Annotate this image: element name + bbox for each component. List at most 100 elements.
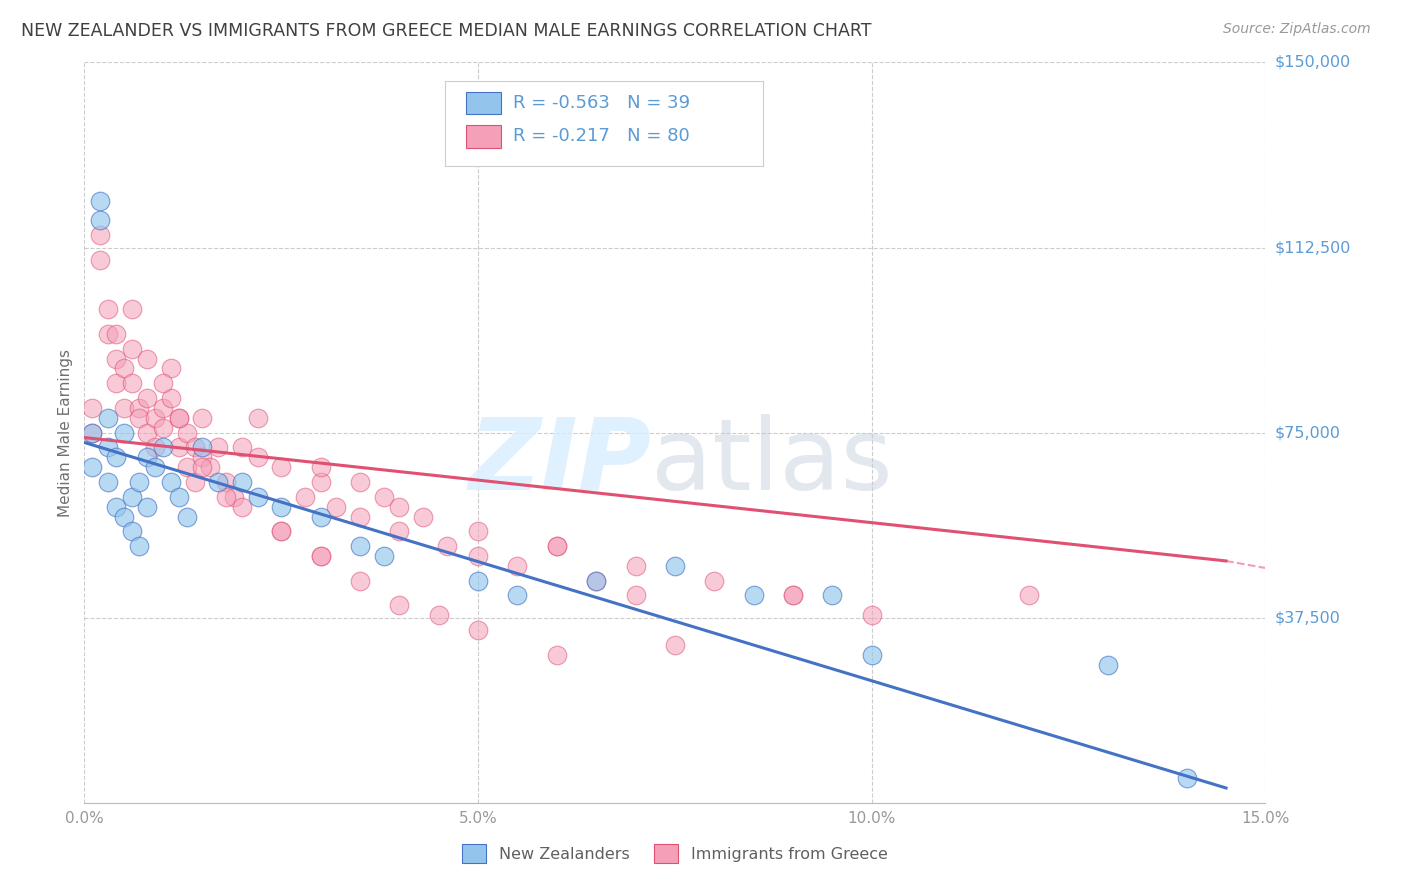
Point (82, 425, 104, 440)
Point (89, 194, 111, 208)
Point (664, 558, 686, 573)
Point (104, 351, 127, 366)
Point (270, 460, 292, 475)
Point (191, 441, 214, 455)
Point (121, 490, 143, 504)
Point (207, 441, 229, 455)
Point (231, 500, 253, 514)
Point (349, 509, 371, 524)
Point (104, 376, 127, 391)
FancyBboxPatch shape (444, 81, 763, 166)
Point (860, 648, 883, 662)
Point (270, 524, 292, 539)
Point (412, 509, 434, 524)
Point (128, 475, 150, 489)
Point (160, 361, 183, 376)
Point (128, 539, 150, 553)
Point (624, 558, 647, 573)
Point (112, 401, 135, 415)
Point (143, 460, 166, 475)
Point (246, 490, 269, 504)
Point (152, 376, 174, 391)
Point (136, 450, 159, 465)
Point (82, 460, 104, 475)
Point (104, 450, 127, 465)
Point (121, 376, 143, 391)
Point (294, 490, 316, 504)
Point (152, 441, 174, 455)
Point (373, 490, 395, 504)
Point (136, 500, 159, 514)
Point (585, 574, 607, 588)
Point (231, 475, 253, 489)
Point (121, 342, 143, 356)
Text: $37,500: $37,500 (1275, 610, 1341, 625)
Point (546, 539, 568, 553)
Point (215, 475, 238, 489)
Point (222, 490, 245, 504)
Point (104, 500, 127, 514)
Point (325, 500, 347, 514)
Point (349, 574, 371, 588)
Point (782, 589, 804, 603)
Point (82, 425, 104, 440)
Point (373, 549, 395, 563)
Point (89, 228, 111, 243)
Text: $75,000: $75,000 (1275, 425, 1341, 440)
Point (703, 574, 725, 588)
Point (121, 302, 143, 317)
Point (585, 574, 607, 588)
Point (860, 608, 883, 623)
Point (309, 549, 332, 563)
Legend: New Zealanders, Immigrants from Greece: New Zealanders, Immigrants from Greece (456, 838, 894, 870)
Y-axis label: Median Male Earnings: Median Male Earnings (58, 349, 73, 516)
Text: ZIP: ZIP (468, 414, 651, 511)
Point (176, 425, 198, 440)
Point (309, 460, 332, 475)
Point (388, 599, 411, 613)
Point (160, 475, 183, 489)
Point (270, 500, 292, 514)
Point (176, 460, 198, 475)
Point (624, 589, 647, 603)
Point (215, 490, 238, 504)
Point (82, 401, 104, 415)
Point (97, 326, 120, 341)
Point (506, 558, 529, 573)
Point (97, 302, 120, 317)
Point (128, 401, 150, 415)
Point (467, 549, 489, 563)
Point (183, 475, 205, 489)
Text: $150,000: $150,000 (1275, 55, 1351, 70)
Point (246, 450, 269, 465)
Point (467, 524, 489, 539)
Point (388, 524, 411, 539)
Point (546, 648, 568, 662)
Point (309, 549, 332, 563)
Point (467, 574, 489, 588)
Point (143, 410, 166, 425)
Bar (465, 92, 502, 114)
Point (167, 410, 190, 425)
Point (152, 420, 174, 434)
Point (128, 410, 150, 425)
Point (191, 450, 214, 465)
Point (427, 608, 450, 623)
Point (349, 539, 371, 553)
Point (104, 326, 127, 341)
Point (270, 524, 292, 539)
Point (246, 410, 269, 425)
Point (546, 539, 568, 553)
Point (112, 425, 135, 440)
Point (167, 410, 190, 425)
Point (506, 589, 529, 603)
Point (200, 460, 222, 475)
Text: Source: ZipAtlas.com: Source: ZipAtlas.com (1223, 22, 1371, 37)
Point (436, 539, 458, 553)
Point (89, 213, 111, 227)
Point (89, 252, 111, 267)
Point (136, 391, 159, 405)
Text: $112,500: $112,500 (1275, 240, 1351, 255)
Point (467, 623, 489, 637)
Point (388, 500, 411, 514)
